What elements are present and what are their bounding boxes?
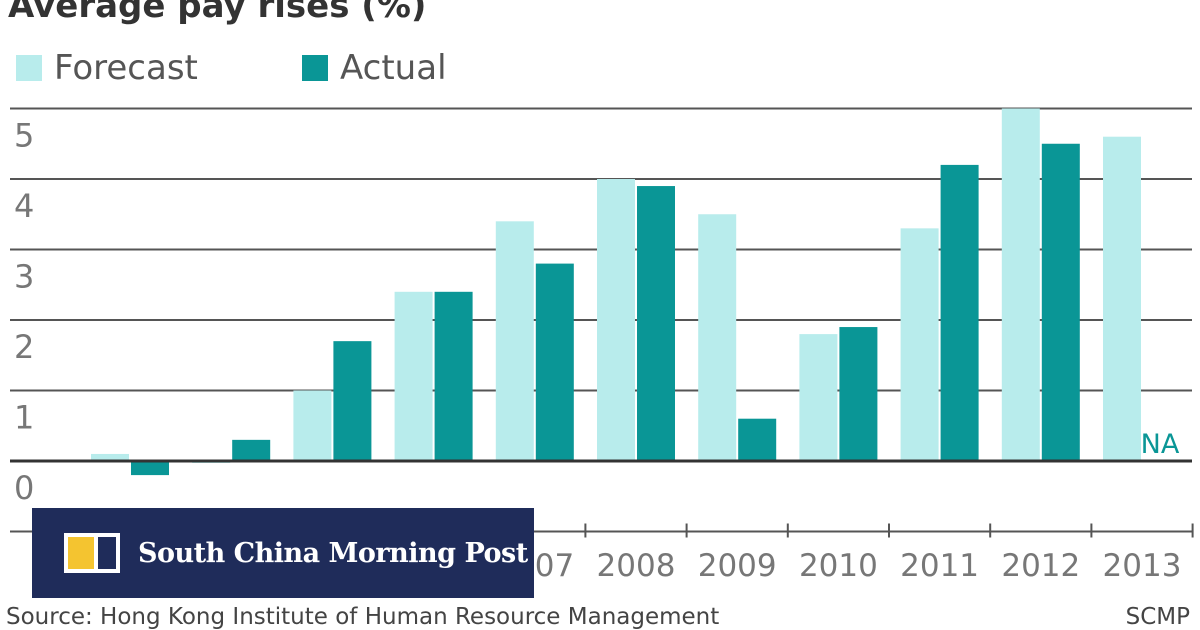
- x-tick-label: 2012: [1001, 548, 1080, 584]
- legend-swatch-forecast: [16, 55, 42, 81]
- bar-forecast-2005: [293, 390, 332, 461]
- bar-actual-2008: [637, 186, 675, 462]
- bar-forecast-2006: [394, 291, 433, 461]
- bar-actual-2003: [131, 461, 169, 476]
- credit-note: SCMP: [1125, 604, 1190, 630]
- logo-text: South China Morning Post: [138, 537, 528, 569]
- legend-item-forecast: Forecast: [16, 48, 198, 88]
- bar-actual-2011: [940, 164, 979, 461]
- x-tick-label: 2010: [799, 548, 878, 584]
- bar-actual-2009: [738, 418, 777, 461]
- bar-actual-2012: [1041, 143, 1080, 461]
- y-tick-label: 4: [14, 187, 34, 225]
- scmp-logo[interactable]: South China Morning Post: [32, 508, 534, 598]
- bar-forecast-2003: [91, 453, 129, 461]
- bar-forecast-2007: [495, 221, 534, 461]
- bar-forecast-2009: [698, 214, 737, 461]
- x-tick-label: 2011: [900, 548, 979, 584]
- chart-title: Average pay rises (%): [8, 0, 427, 26]
- bar-actual-2007: [535, 263, 574, 461]
- y-tick-label: 0: [14, 469, 34, 507]
- legend-label-actual: Actual: [340, 48, 447, 88]
- bar-actual-2006: [434, 291, 473, 461]
- y-tick-label: 3: [14, 258, 34, 296]
- y-tick-label: 5: [14, 117, 34, 155]
- y-tick-label: 1: [14, 399, 34, 437]
- bar-forecast-2013: [1103, 136, 1141, 461]
- bar-forecast-2008: [597, 179, 635, 461]
- bar-actual-2004: [232, 439, 271, 461]
- x-tick-label: 2008: [597, 548, 676, 584]
- x-tick-label: 2013: [1103, 548, 1182, 584]
- legend-item-actual: Actual: [302, 48, 447, 88]
- source-note: Source: Hong Kong Institute of Human Res…: [6, 604, 720, 630]
- legend-label-forecast: Forecast: [54, 48, 198, 88]
- bar-forecast-2010: [799, 334, 838, 461]
- bar-actual-2010: [839, 327, 878, 461]
- bar-forecast-2012: [1001, 108, 1040, 461]
- x-tick-label: 2009: [698, 548, 777, 584]
- legend-swatch-actual: [302, 55, 328, 81]
- bar-actual-2005: [333, 341, 372, 461]
- scmp-logo-icon: [64, 533, 120, 573]
- annotation-na: NA: [1141, 429, 1180, 460]
- y-tick-label: 2: [14, 328, 34, 366]
- bar-forecast-2011: [900, 228, 939, 461]
